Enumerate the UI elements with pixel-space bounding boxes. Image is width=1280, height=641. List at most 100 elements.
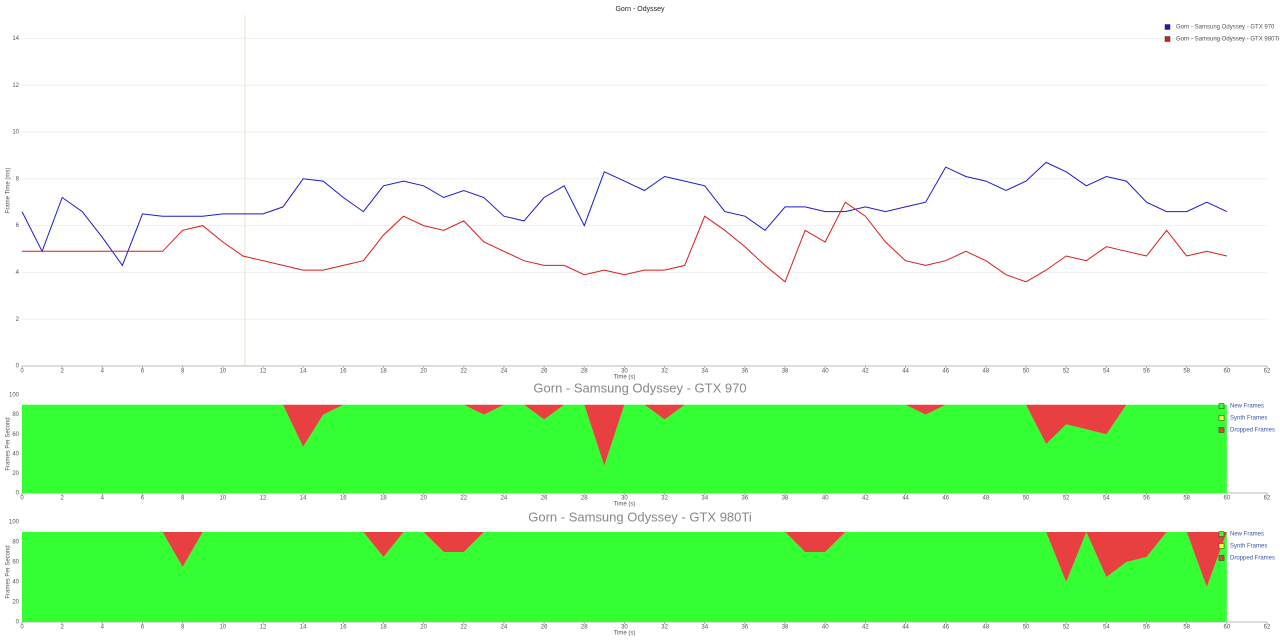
legend-label: Gorn - Samsung Odyssey - GTX 980Ti bbox=[1176, 37, 1279, 43]
x-tick-label: 42 bbox=[862, 625, 869, 631]
x-tick-label: 48 bbox=[983, 625, 990, 631]
x-tick-label: 40 bbox=[822, 369, 829, 375]
x-tick-label: 12 bbox=[260, 496, 267, 502]
x-axis-label: Time (s) bbox=[614, 375, 636, 381]
y-tick-label: 14 bbox=[12, 36, 19, 42]
x-tick-label: 52 bbox=[1063, 625, 1070, 631]
x-tick-label: 34 bbox=[701, 369, 708, 375]
area-series bbox=[22, 532, 1227, 622]
x-tick-label: 36 bbox=[742, 496, 749, 502]
x-tick-label: 38 bbox=[782, 369, 789, 375]
x-tick-label: 0 bbox=[20, 369, 24, 375]
legend-swatch bbox=[1218, 403, 1225, 409]
x-tick-label: 6 bbox=[141, 496, 145, 502]
x-tick-label: 50 bbox=[1023, 625, 1030, 631]
x-tick-label: 26 bbox=[541, 625, 548, 631]
x-tick-label: 54 bbox=[1103, 496, 1110, 502]
legend-swatch bbox=[1218, 555, 1225, 561]
x-tick-label: 52 bbox=[1063, 369, 1070, 375]
x-tick-label: 6 bbox=[141, 625, 145, 631]
x-tick-label: 50 bbox=[1023, 369, 1030, 375]
legend-swatch bbox=[1164, 24, 1171, 30]
x-tick-label: 22 bbox=[460, 625, 467, 631]
x-tick-label: 60 bbox=[1223, 496, 1230, 502]
x-tick-label: 60 bbox=[1223, 369, 1230, 375]
x-tick-label: 30 bbox=[621, 369, 628, 375]
x-tick-label: 40 bbox=[822, 625, 829, 631]
y-tick-label: 100 bbox=[9, 520, 20, 526]
y-tick-label: 60 bbox=[12, 560, 19, 566]
x-tick-label: 2 bbox=[60, 369, 64, 375]
x-tick-label: 58 bbox=[1183, 496, 1190, 502]
y-tick-label: 12 bbox=[12, 83, 19, 89]
x-tick-label: 28 bbox=[581, 369, 588, 375]
chart-title: Gorn - Samsung Odyssey - GTX 970 bbox=[533, 380, 746, 395]
x-tick-label: 30 bbox=[621, 496, 628, 502]
x-tick-label: 16 bbox=[340, 625, 347, 631]
x-tick-label: 32 bbox=[661, 496, 668, 502]
x-tick-label: 8 bbox=[181, 625, 185, 631]
y-tick-label: 40 bbox=[12, 580, 19, 586]
y-tick-label: 0 bbox=[16, 620, 20, 626]
legend-swatch bbox=[1218, 531, 1225, 537]
x-tick-label: 36 bbox=[742, 625, 749, 631]
x-tick-label: 32 bbox=[661, 625, 668, 631]
x-tick-label: 14 bbox=[300, 625, 307, 631]
x-tick-label: 38 bbox=[782, 625, 789, 631]
x-tick-label: 46 bbox=[942, 625, 949, 631]
y-axis-label: Frames Per Second bbox=[6, 417, 12, 470]
x-tick-label: 26 bbox=[541, 496, 548, 502]
legend-label: Synth Frames bbox=[1230, 416, 1267, 422]
x-tick-label: 10 bbox=[219, 625, 226, 631]
x-tick-label: 8 bbox=[181, 496, 185, 502]
y-tick-label: 4 bbox=[16, 270, 20, 276]
chart-title: Gorn - Samsung Odyssey - GTX 980Ti bbox=[528, 509, 752, 524]
y-tick-label: 60 bbox=[12, 432, 19, 438]
x-tick-label: 16 bbox=[340, 496, 347, 502]
x-tick-label: 2 bbox=[60, 625, 64, 631]
legend-swatch bbox=[1218, 427, 1225, 433]
x-tick-label: 0 bbox=[20, 625, 24, 631]
line-series bbox=[22, 201, 1227, 283]
x-tick-label: 20 bbox=[420, 625, 427, 631]
x-tick-label: 8 bbox=[181, 369, 185, 375]
y-tick-label: 80 bbox=[12, 412, 19, 418]
x-tick-label: 42 bbox=[862, 369, 869, 375]
x-tick-label: 30 bbox=[621, 625, 628, 631]
y-axis-label: Frame Time (ms) bbox=[6, 168, 12, 214]
x-axis-label: Time (s) bbox=[614, 502, 636, 508]
x-tick-label: 38 bbox=[782, 496, 789, 502]
x-tick-label: 62 bbox=[1264, 369, 1271, 375]
x-tick-label: 14 bbox=[300, 496, 307, 502]
x-tick-label: 54 bbox=[1103, 369, 1110, 375]
x-tick-label: 4 bbox=[101, 496, 105, 502]
y-axis-label: Frames Per Second bbox=[6, 545, 12, 598]
x-tick-label: 0 bbox=[20, 496, 24, 502]
x-tick-label: 18 bbox=[380, 625, 387, 631]
area-series bbox=[22, 404, 1227, 466]
x-tick-label: 46 bbox=[942, 496, 949, 502]
x-tick-label: 54 bbox=[1103, 625, 1110, 631]
y-tick-label: 20 bbox=[12, 471, 19, 477]
x-tick-label: 56 bbox=[1143, 369, 1150, 375]
x-tick-label: 6 bbox=[141, 369, 145, 375]
y-tick-label: 6 bbox=[16, 223, 20, 229]
x-tick-label: 18 bbox=[380, 496, 387, 502]
x-tick-label: 28 bbox=[581, 496, 588, 502]
x-tick-label: 10 bbox=[219, 369, 226, 375]
y-tick-label: 0 bbox=[16, 364, 20, 370]
y-tick-label: 8 bbox=[16, 176, 20, 182]
chart-title: Gorn - Odyssey bbox=[615, 6, 665, 13]
x-tick-label: 14 bbox=[300, 369, 307, 375]
x-tick-label: 18 bbox=[380, 369, 387, 375]
x-tick-label: 20 bbox=[420, 369, 427, 375]
legend-swatch bbox=[1164, 36, 1171, 42]
legend-swatch bbox=[1218, 415, 1225, 421]
y-tick-label: 40 bbox=[12, 451, 19, 457]
area-series bbox=[22, 532, 1227, 587]
x-tick-label: 32 bbox=[661, 369, 668, 375]
x-tick-label: 28 bbox=[581, 625, 588, 631]
x-tick-label: 34 bbox=[701, 625, 708, 631]
x-tick-label: 44 bbox=[902, 496, 909, 502]
x-tick-label: 44 bbox=[902, 625, 909, 631]
